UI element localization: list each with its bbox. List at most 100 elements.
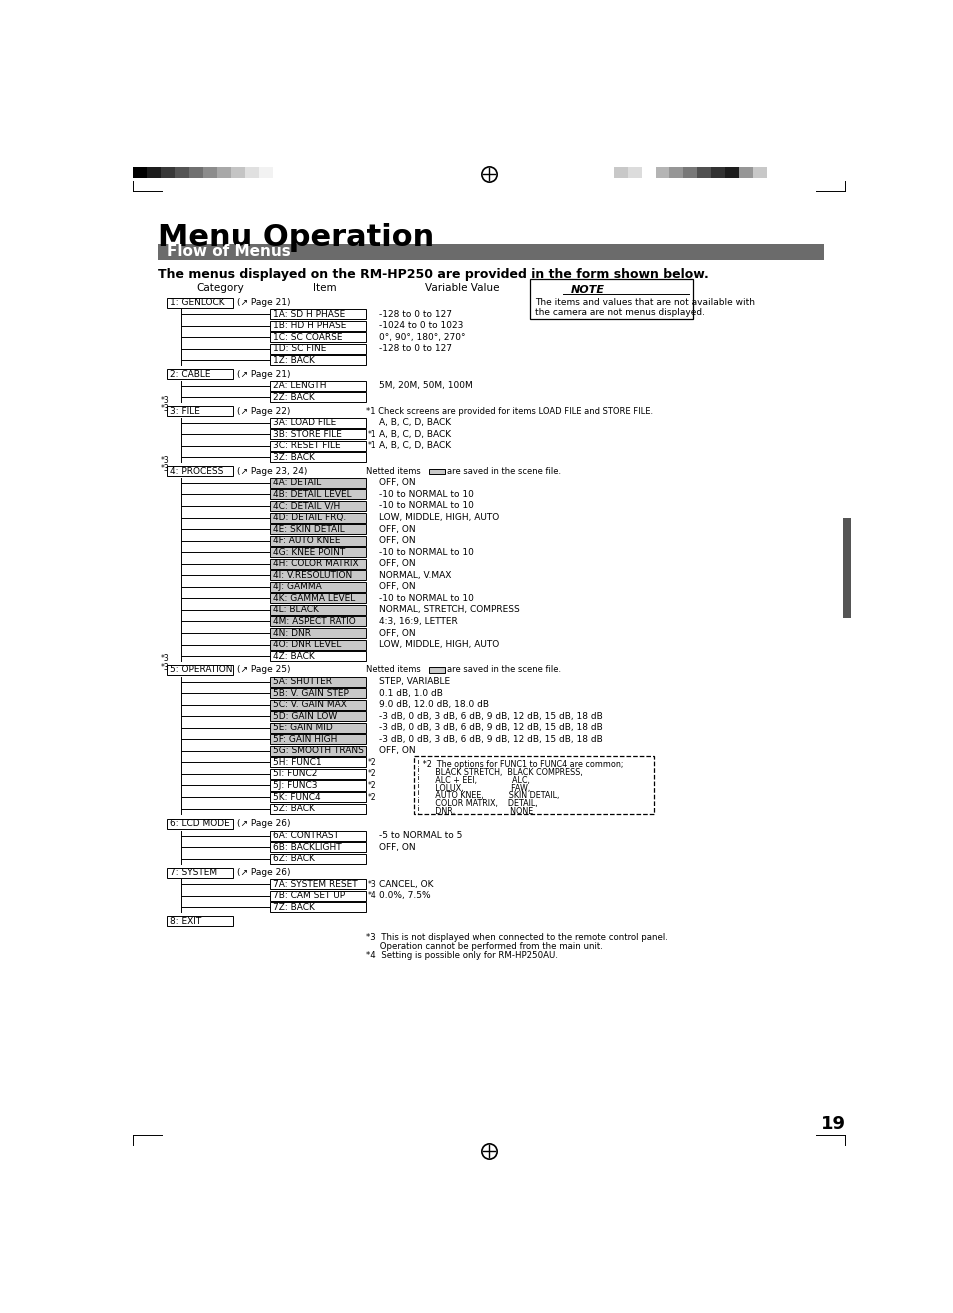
FancyBboxPatch shape (270, 524, 365, 534)
FancyBboxPatch shape (270, 381, 365, 391)
Text: 5A: SHUTTER: 5A: SHUTTER (273, 678, 332, 687)
Text: !      COLOR MATRIX,    DETAIL,: ! COLOR MATRIX, DETAIL, (416, 800, 537, 807)
Text: -3 dB, 0 dB, 3 dB, 6 dB, 9 dB, 12 dB, 15 dB, 18 dB: -3 dB, 0 dB, 3 dB, 6 dB, 9 dB, 12 dB, 15… (378, 723, 602, 733)
FancyBboxPatch shape (270, 441, 365, 450)
FancyBboxPatch shape (270, 320, 365, 331)
Bar (245, 167, 258, 179)
Text: *3: *3 (161, 463, 170, 473)
Bar (216, 167, 231, 179)
Text: !      AUTO KNEE,          SKIN DETAIL,: ! AUTO KNEE, SKIN DETAIL, (416, 792, 558, 800)
FancyBboxPatch shape (270, 722, 365, 733)
Text: 9.0 dB, 12.0 dB, 18.0 dB: 9.0 dB, 12.0 dB, 18.0 dB (378, 700, 488, 709)
Text: 1Z: BACK: 1Z: BACK (273, 356, 314, 365)
FancyBboxPatch shape (167, 819, 233, 829)
FancyBboxPatch shape (270, 356, 365, 365)
FancyBboxPatch shape (270, 769, 365, 779)
Text: *3: *3 (161, 456, 170, 465)
Text: 4C: DETAIL V/H: 4C: DETAIL V/H (273, 502, 339, 511)
Text: 1C: SC COARSE: 1C: SC COARSE (273, 334, 342, 341)
Bar (641, 167, 655, 179)
FancyBboxPatch shape (167, 369, 233, 379)
Text: *4  Setting is possible only for RM-HP250AU.: *4 Setting is possible only for RM-HP250… (365, 952, 558, 960)
Text: 2Z: BACK: 2Z: BACK (273, 393, 314, 402)
Text: 4I: V.RESOLUTION: 4I: V.RESOLUTION (273, 571, 352, 580)
Text: -128 to 0 to 127: -128 to 0 to 127 (378, 310, 452, 319)
Text: *2: *2 (367, 769, 375, 779)
Text: are saved in the scene file.: are saved in the scene file. (447, 467, 560, 475)
Text: 5G: SMOOTH TRANS: 5G: SMOOTH TRANS (273, 746, 363, 755)
Text: 1D: SC FINE: 1D: SC FINE (273, 344, 326, 353)
Text: NORMAL, V.MAX: NORMAL, V.MAX (378, 571, 451, 580)
Text: 4K: GAMMA LEVEL: 4K: GAMMA LEVEL (273, 593, 355, 603)
Bar (158, 244, 823, 260)
Text: 5I: FUNC2: 5I: FUNC2 (273, 769, 316, 779)
Text: 0°, 90°, 180°, 270°: 0°, 90°, 180°, 270° (378, 334, 465, 341)
Bar (189, 167, 203, 179)
Text: 5D: GAIN LOW: 5D: GAIN LOW (273, 712, 336, 721)
Text: 0.1 dB, 1.0 dB: 0.1 dB, 1.0 dB (378, 688, 442, 697)
FancyBboxPatch shape (270, 393, 365, 402)
FancyBboxPatch shape (270, 310, 365, 319)
FancyBboxPatch shape (167, 466, 233, 477)
Text: *3: *3 (161, 404, 170, 414)
Text: Flow of Menus: Flow of Menus (167, 244, 291, 260)
Text: A, B, C, D, BACK: A, B, C, D, BACK (378, 419, 451, 427)
Text: Category: Category (196, 284, 244, 293)
FancyBboxPatch shape (270, 842, 365, 852)
Text: The items and values that are not available with
the camera are not menus displa: The items and values that are not availa… (534, 298, 754, 318)
Text: 5K: FUNC4: 5K: FUNC4 (273, 793, 320, 801)
FancyBboxPatch shape (270, 478, 365, 488)
Text: -10 to NORMAL to 10: -10 to NORMAL to 10 (378, 502, 474, 511)
Bar (682, 167, 697, 179)
Text: 4F: AUTO KNEE: 4F: AUTO KNEE (273, 536, 340, 545)
Text: OFF, ON: OFF, ON (378, 559, 416, 569)
Text: 4L: BLACK: 4L: BLACK (273, 605, 318, 614)
FancyBboxPatch shape (270, 712, 365, 721)
FancyBboxPatch shape (270, 582, 365, 592)
Text: NOTE: NOTE (570, 285, 603, 295)
Text: *1: *1 (367, 441, 375, 450)
Text: *3  This is not displayed when connected to the remote control panel.: *3 This is not displayed when connected … (365, 934, 667, 941)
Text: *2: *2 (367, 758, 375, 767)
Bar (627, 167, 641, 179)
Text: ! *2  The options for FUNC1 to FUNC4 are common;: ! *2 The options for FUNC1 to FUNC4 are … (416, 760, 622, 769)
Text: 6B: BACKLIGHT: 6B: BACKLIGHT (273, 843, 341, 852)
Text: 6A: CONTRAST: 6A: CONTRAST (273, 831, 338, 840)
Text: *3: *3 (367, 880, 375, 889)
Text: 0.0%, 7.5%: 0.0%, 7.5% (378, 892, 430, 901)
FancyBboxPatch shape (270, 453, 365, 462)
Text: OFF, ON: OFF, ON (378, 629, 416, 638)
FancyBboxPatch shape (530, 280, 692, 319)
Text: -1024 to 0 to 1023: -1024 to 0 to 1023 (378, 322, 463, 331)
Text: 2: CABLE: 2: CABLE (170, 370, 210, 379)
Text: (↗ Page 22): (↗ Page 22) (236, 407, 290, 416)
FancyBboxPatch shape (429, 469, 444, 474)
FancyBboxPatch shape (270, 536, 365, 546)
FancyBboxPatch shape (270, 332, 365, 343)
FancyBboxPatch shape (167, 406, 233, 416)
Text: are saved in the scene file.: are saved in the scene file. (447, 666, 560, 675)
Bar (231, 167, 245, 179)
FancyBboxPatch shape (270, 780, 365, 790)
Text: 4: PROCESS: 4: PROCESS (170, 467, 223, 475)
FancyBboxPatch shape (270, 792, 365, 802)
Text: 4O: DNR LEVEL: 4O: DNR LEVEL (273, 639, 341, 649)
Text: 4D: DETAIL FRQ.: 4D: DETAIL FRQ. (273, 513, 346, 523)
Bar (273, 167, 286, 179)
Text: 1B: HD H PHASE: 1B: HD H PHASE (273, 322, 346, 331)
Text: 5F: GAIN HIGH: 5F: GAIN HIGH (273, 735, 336, 743)
Text: OFF, ON: OFF, ON (378, 843, 416, 852)
Bar (613, 167, 627, 179)
Text: 4N: DNR: 4N: DNR (273, 629, 311, 638)
Text: *1: *1 (367, 429, 375, 439)
FancyBboxPatch shape (270, 651, 365, 662)
Text: 3C: RESET FILE: 3C: RESET FILE (273, 441, 340, 450)
Text: NORMAL, STRETCH, COMPRESS: NORMAL, STRETCH, COMPRESS (378, 605, 519, 614)
Text: 4E: SKIN DETAIL: 4E: SKIN DETAIL (273, 525, 344, 533)
Text: 1A: SD H PHASE: 1A: SD H PHASE (273, 310, 345, 319)
Bar (697, 167, 711, 179)
Text: *2: *2 (367, 781, 375, 790)
FancyBboxPatch shape (167, 868, 233, 877)
Text: 3: FILE: 3: FILE (170, 407, 199, 416)
Bar (203, 167, 216, 179)
